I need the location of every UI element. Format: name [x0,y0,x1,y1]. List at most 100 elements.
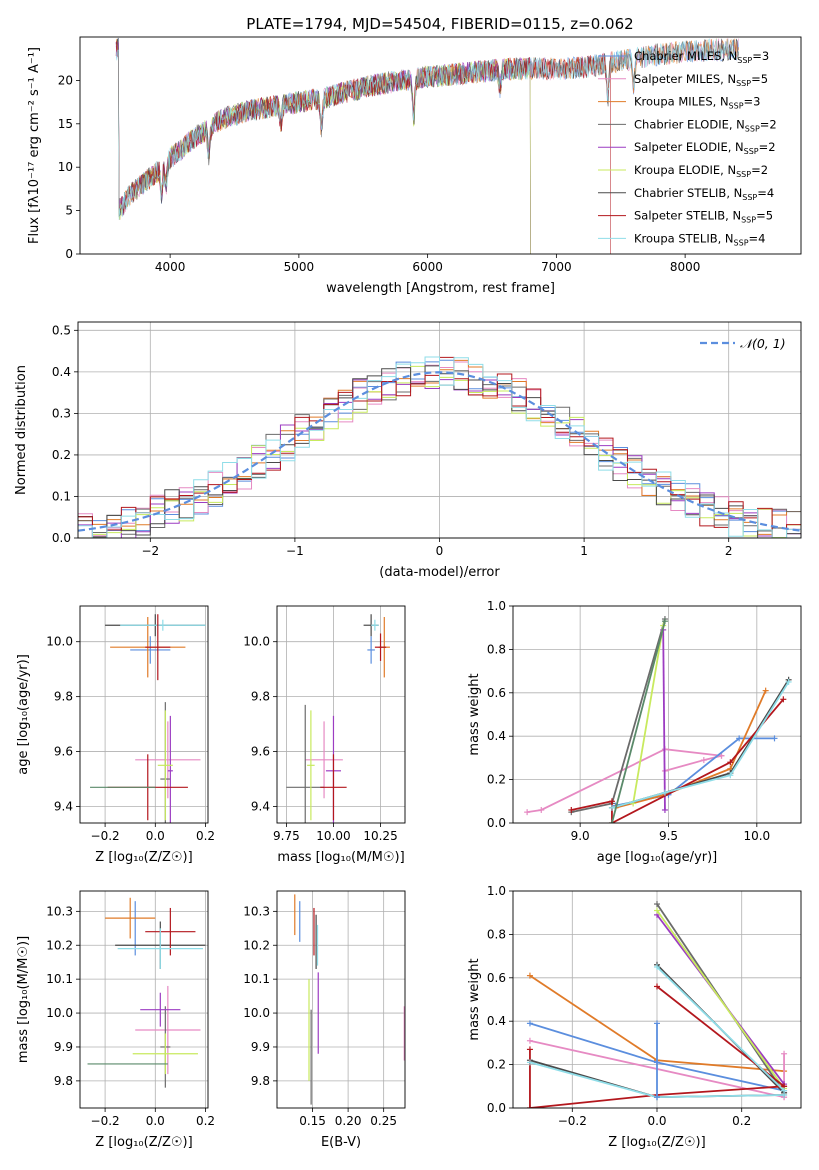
legend-entry: Chabrier MILES, NSSP=3 [634,49,769,65]
errorbar-kroupa_stelib [117,928,203,969]
x-tick-label: 0.0 [146,829,165,843]
weight-line-kroupa_stelib [611,681,790,809]
mass_vs_EBV-plot-area [294,894,405,1105]
y-axis-label: Normed distribution [14,365,29,495]
x-tick-label: 9.0 [571,829,590,843]
weight-line-extra_green [611,620,666,823]
y-tick-label: 9.8 [251,1074,270,1088]
residuals-plot-area [78,356,801,538]
mass_vs_Z-frame [79,890,209,1109]
errorbar-kroupa_miles [105,897,156,939]
x-tick-label: 0.25 [370,1114,397,1128]
y-tick-label: 10.0 [46,635,73,649]
spectrum-frame [79,36,802,255]
weight_vs_Z-frame [512,890,802,1109]
data-point [526,1105,533,1108]
weight-line-salpeter_miles [664,754,722,772]
weight-line-kroupa_elodie [656,910,785,1089]
data-point [654,963,660,970]
data-point [608,804,615,811]
legend-entry: Salpeter MILES, NSSP=5 [634,72,768,88]
x-tick-label: 7000 [541,260,572,274]
y-tick-label: 10.1 [46,972,73,986]
x-tick-label: −0.2 [91,1114,120,1128]
y-tick-label: 0.4 [487,1014,506,1028]
y-tick-label: 10.3 [46,904,73,918]
data-point [608,820,615,823]
weight_vs_age-plot-area [524,616,792,823]
x-axis-label: wavelength [Angstrom, rest frame] [326,281,555,296]
y-tick-label: 1.0 [487,884,506,898]
spectrum-line-kroupa_stelib [115,38,739,221]
x-tick-label: 10.25 [363,829,397,843]
x-tick-label: 0.0 [647,1114,666,1128]
x-tick-label: −0.2 [558,1114,587,1128]
y-tick-label: 0.3 [52,406,71,420]
data-point [654,907,660,914]
y-tick-label: 5 [65,204,73,218]
data-point [538,806,545,813]
data-point [526,1046,533,1053]
y-tick-label: 0.1 [52,489,71,503]
x-axis-label: Z [log₁₀(Z/Z☉)] [608,1135,705,1150]
x-tick-label: 8000 [670,260,701,274]
data-point [654,983,660,990]
x-tick-label: 9.75 [273,829,300,843]
y-tick-label: 9.4 [54,800,73,814]
y-tick-label: 15 [58,117,73,131]
data-point [700,757,707,764]
y-tick-label: 9.8 [251,690,270,704]
x-tick-label: 9.5 [659,829,678,843]
data-point [654,901,660,908]
y-tick-label: 0.0 [487,1101,506,1115]
y-tick-label: 10.0 [243,1006,270,1020]
y-tick-label: 0.2 [52,448,71,462]
x-axis-label: E(B-V) [321,1135,361,1150]
y-tick-label: 0.5 [52,323,71,337]
spectrum-line-salpeter_stelib [115,40,611,254]
errorbar-kroupa_elodie [157,710,173,821]
data-point [526,1020,533,1027]
age_vs_Z-frame [79,605,209,824]
y-tick-label: 0.6 [487,686,506,700]
y-tick-label: 1.0 [487,599,506,613]
spectrum-legend: Chabrier MILES, NSSP=3 Salpeter MILES, NS… [598,49,777,247]
weight_vs_Z-plot-area [526,901,788,1108]
data-point [781,1050,788,1057]
weight-line-kroupa_miles [615,690,767,809]
y-tick-label: 10.1 [243,972,270,986]
y-tick-label: 0.2 [487,1058,506,1072]
weight-line-chabrier_elodie [571,618,666,814]
y-axis-label: mass weight [467,673,482,755]
x-tick-label: 0.2 [732,1114,751,1128]
y-tick-label: 0.4 [52,365,71,379]
errorbar-salpeter_stelib [320,754,347,821]
y-tick-label: 10.3 [243,904,270,918]
y-tick-label: 20 [58,73,73,87]
data-point [727,759,734,766]
y-tick-label: 10.0 [243,635,270,649]
errorbar-chabrier_miles [130,636,171,664]
y-tick-label: 9.9 [251,1040,270,1054]
legend-entry: Kroupa MILES, NSSP=3 [634,95,760,111]
data-point [661,618,668,625]
legend-entry: Salpeter STELIB, NSSP=5 [634,209,773,225]
x-tick-label: 6000 [412,260,443,274]
y-tick-label: 0.0 [52,531,71,545]
y-axis-label: mass [log₁₀(M/M☉)] [16,936,31,1063]
y-tick-label: 10.2 [243,938,270,952]
y-axis-label: mass weight [467,958,482,1040]
data-point [654,1020,660,1027]
errorbar-kroupa_elodie [132,1033,198,1075]
legend-entry: Salpeter ELODIE, NSSP=2 [634,140,776,156]
data-point [661,789,668,796]
legend-entry: Chabrier ELODIE, NSSP=2 [634,117,777,133]
weight-line-salpeter_elodie [662,629,666,810]
y-tick-label: 0 [65,247,73,261]
errorbar-kroupa_stelib [120,619,206,631]
y-tick-label: 0.0 [487,816,506,830]
age_vs_mass-frame [276,605,406,824]
data-point [654,1094,660,1101]
age_vs_mass-plot-area [286,614,390,823]
